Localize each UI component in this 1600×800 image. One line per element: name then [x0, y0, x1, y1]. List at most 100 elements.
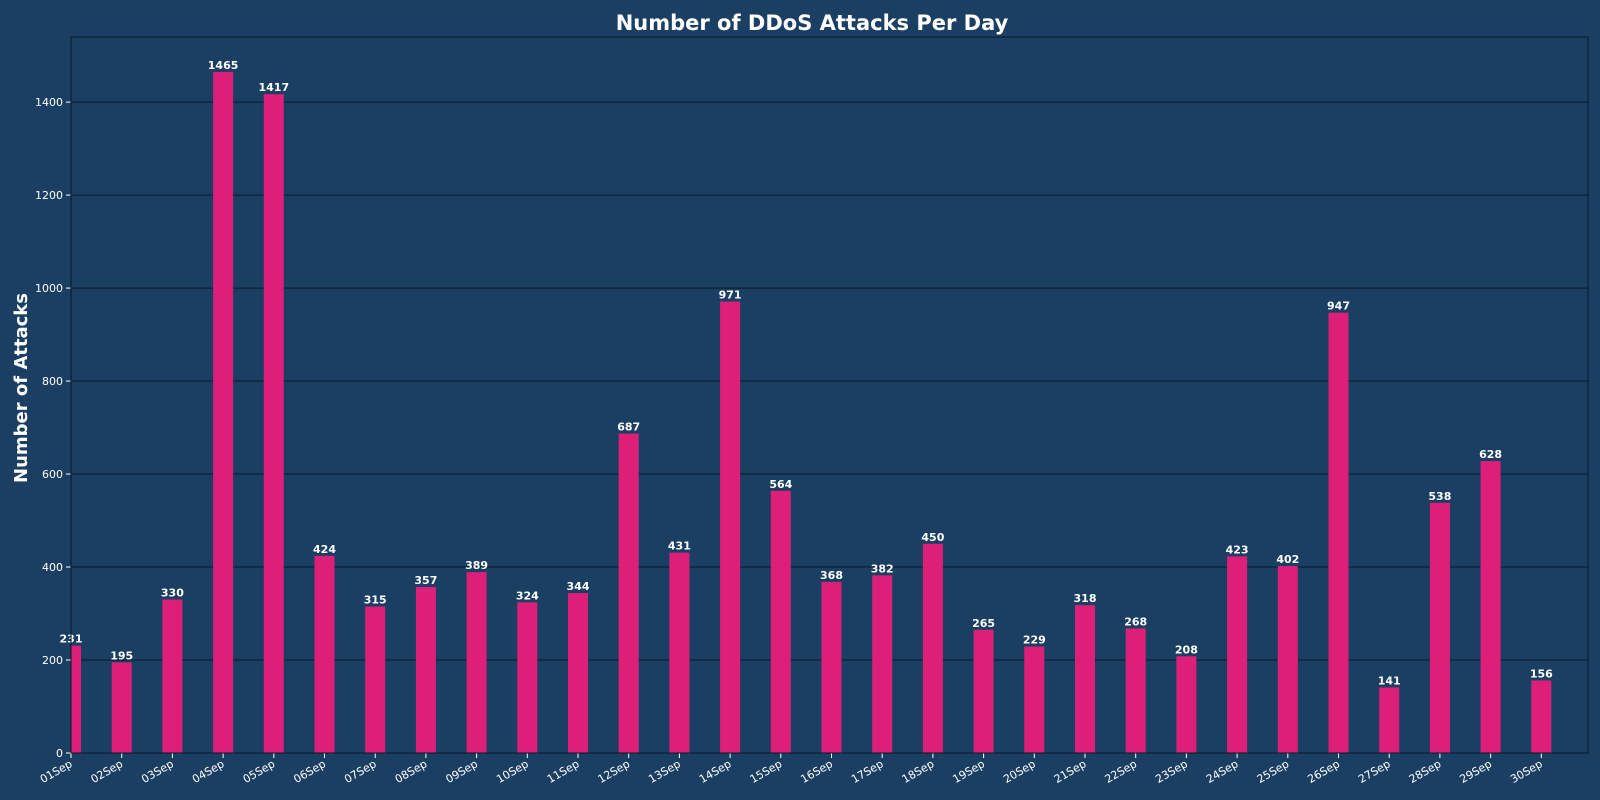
bar	[1277, 566, 1298, 753]
x-tick-label: 14Sep	[697, 757, 734, 786]
x-tick-label: 20Sep	[1001, 757, 1038, 786]
y-tick-label: 1000	[35, 282, 63, 295]
data-label: 382	[871, 562, 894, 575]
y-tick-label: 400	[42, 561, 63, 574]
x-tick-label: 02Sep	[89, 757, 126, 786]
bars	[71, 71, 1552, 753]
x-tick-label: 19Sep	[951, 757, 988, 786]
x-tick-label: 24Sep	[1204, 757, 1241, 786]
x-tick-label: 29Sep	[1458, 757, 1495, 786]
data-label: 564	[769, 478, 792, 491]
data-label: 344	[567, 580, 590, 593]
data-label: 318	[1074, 592, 1097, 605]
bar	[213, 71, 234, 753]
bar	[263, 94, 284, 753]
y-tick-label: 600	[42, 468, 63, 481]
bar	[568, 593, 588, 753]
data-label: 431	[668, 540, 691, 553]
x-tick-label: 25Sep	[1255, 757, 1292, 786]
x-tick-label: 04Sep	[190, 757, 227, 786]
data-label: 368	[820, 569, 843, 582]
data-label: 208	[1175, 643, 1198, 656]
y-axis-label: Number of Attacks	[11, 293, 32, 483]
bar	[1328, 312, 1349, 753]
bar	[872, 575, 893, 753]
y-tick-label: 200	[42, 654, 63, 667]
bar	[922, 543, 943, 753]
bar	[466, 572, 487, 753]
bar	[1227, 556, 1248, 753]
x-tick-label: 09Sep	[444, 757, 481, 786]
x-tick-label: 22Sep	[1103, 757, 1140, 786]
data-label: 424	[313, 543, 336, 556]
x-tick-label: 07Sep	[342, 757, 379, 786]
x-tick-label: 17Sep	[849, 757, 886, 786]
x-tick-label: 28Sep	[1407, 757, 1444, 786]
x-tick-label: 21Sep	[1052, 757, 1089, 786]
bar	[415, 587, 436, 753]
chart-title: Number of DDoS Attacks Per Day	[616, 11, 1009, 35]
data-label: 628	[1479, 448, 1502, 461]
bar	[314, 555, 335, 753]
x-tick-label: 13Sep	[646, 757, 683, 786]
y-tick-label: 1200	[35, 189, 63, 202]
bar	[71, 645, 81, 753]
data-label: 357	[414, 574, 437, 587]
bar	[1531, 680, 1552, 753]
y-axis-ticks: 0 200 400 600 800 1000 1200 1400	[35, 96, 71, 760]
bar	[365, 606, 386, 753]
data-label: 450	[921, 531, 944, 544]
bar	[669, 552, 690, 753]
bar	[618, 433, 639, 753]
data-label: 1465	[208, 59, 239, 72]
data-label: 156	[1530, 667, 1553, 680]
data-label: 947	[1327, 300, 1350, 313]
data-label: 389	[465, 559, 488, 572]
data-label: 971	[719, 289, 742, 302]
data-label: 687	[617, 421, 640, 434]
y-tick-label: 1400	[35, 96, 63, 109]
bar	[973, 629, 994, 753]
bar	[720, 301, 741, 753]
data-label: 265	[972, 617, 995, 630]
x-tick-label: 05Sep	[241, 757, 278, 786]
x-tick-label: 08Sep	[393, 757, 430, 786]
x-tick-label: 30Sep	[1508, 757, 1545, 786]
bar	[1024, 646, 1045, 753]
data-label: 195	[110, 649, 133, 662]
y-tick-label: 0	[56, 747, 63, 760]
plot-frame	[70, 36, 1589, 754]
bar	[1075, 605, 1095, 753]
data-label: 402	[1276, 553, 1299, 566]
data-label: 1417	[258, 81, 289, 94]
data-label: 538	[1428, 490, 1451, 503]
bar	[517, 602, 538, 753]
bar	[1379, 687, 1400, 753]
data-label: 229	[1023, 634, 1046, 647]
x-tick-label: 01Sep	[38, 757, 75, 786]
x-axis-ticks: 01Sep 02Sep 03Sep 04Sep 05Sep 06Sep 07Sep 08Sep…	[38, 753, 1545, 786]
bar	[1125, 628, 1146, 753]
x-tick-label: 27Sep	[1356, 757, 1393, 786]
bar	[1429, 502, 1450, 753]
data-label: 330	[161, 587, 184, 600]
bar	[821, 581, 842, 753]
data-label: 324	[516, 589, 539, 602]
data-labels: 2311953301465141742431535738932434468743…	[60, 59, 1554, 688]
x-tick-label: 11Sep	[545, 757, 582, 786]
x-tick-label: 18Sep	[900, 757, 937, 786]
x-tick-label: 10Sep	[494, 757, 531, 786]
bar	[1480, 461, 1501, 753]
data-label: 315	[364, 594, 387, 607]
x-tick-label: 15Sep	[748, 757, 785, 786]
y-tick-label: 800	[42, 375, 63, 388]
x-tick-label: 03Sep	[139, 757, 176, 786]
x-tick-label: 16Sep	[798, 757, 835, 786]
data-label: 423	[1226, 543, 1249, 556]
x-tick-label: 26Sep	[1305, 757, 1342, 786]
data-label: 268	[1124, 615, 1147, 628]
x-tick-label: 06Sep	[291, 757, 328, 786]
x-tick-label: 12Sep	[596, 757, 633, 786]
